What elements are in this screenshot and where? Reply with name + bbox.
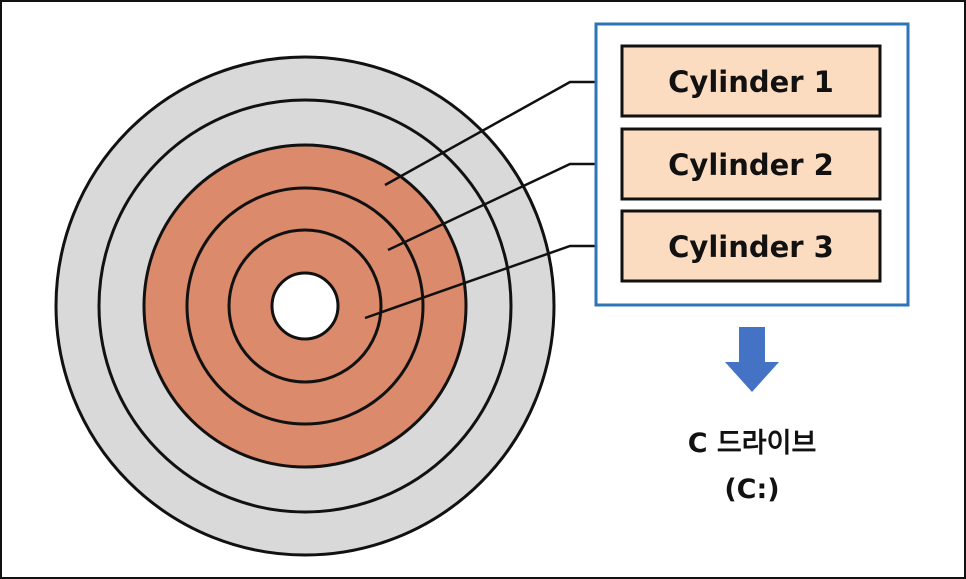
cylinder-box-3: Cylinder 3 [620,209,882,283]
cylinder-box-2: Cylinder 2 [620,127,882,201]
spindle-hole [270,271,340,341]
drive-label-line-1: C 드라이브 [688,428,817,459]
cylinder-1-label: Cylinder 1 [668,65,834,99]
cylinder-3-label: Cylinder 3 [668,230,834,264]
drive-label-line-2: (C:) [724,474,779,505]
cylinder-box-1: Cylinder 1 [620,44,882,118]
disk-platter [54,55,556,557]
cylinder-2-label: Cylinder 2 [668,148,834,182]
down-arrow-icon [725,327,779,392]
